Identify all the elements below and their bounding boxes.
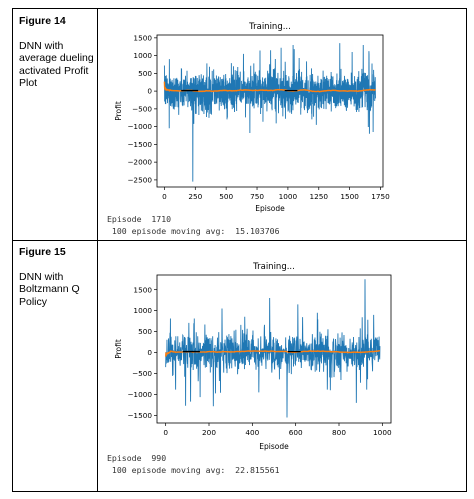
profit-series-line: [163, 43, 376, 182]
row-divider: [13, 240, 466, 241]
x-axis-label: Episode: [259, 442, 289, 451]
figure-table: Figure 14 DNN with average dueling activ…: [12, 8, 467, 492]
console-episode-line-2: Episode 990: [107, 453, 167, 463]
y-tick-label: −1000: [127, 122, 152, 131]
moving-average-line: [164, 350, 380, 357]
training-chart-1: Training... 0 250 500 750 1000 1250 1500 1750 150…: [114, 22, 390, 213]
figure-15-label: Figure 15: [19, 246, 66, 258]
y-tick-label: 1000: [133, 306, 152, 315]
x-tick-label: 1750: [371, 192, 390, 201]
x-tick-label: 400: [245, 428, 259, 437]
figure-14-label: Figure 14: [19, 15, 66, 27]
x-tick-label: 750: [250, 192, 264, 201]
training-chart-2: Training... 0 200 400 600 800 1000 1500 1000 500 0…: [114, 262, 392, 451]
moving-average-line: [163, 81, 376, 93]
y-tick-label: 500: [138, 69, 152, 78]
x-tick-label: 500: [219, 192, 233, 201]
profit-series-line: [165, 279, 381, 418]
console-avg-line-1: 100 episode moving avg: 15.103706: [107, 226, 280, 236]
y-axis-label: Profit: [114, 339, 123, 359]
row-2-label-cell: Figure 15 DNN with Boltzmann Q Policy: [19, 246, 97, 308]
y-tick-label: 0: [147, 348, 152, 357]
x-axis-label: Episode: [255, 204, 285, 213]
y-tick-label: −500: [132, 104, 152, 113]
console-episode-line-1: Episode 1710: [107, 214, 172, 224]
x-tick-label: 0: [162, 192, 167, 201]
column-divider: [97, 9, 98, 491]
y-tick-label: 1500: [133, 285, 152, 294]
x-tick-label: 0: [163, 428, 168, 437]
y-axis-label: Profit: [114, 101, 123, 121]
y-tick-label: −2500: [127, 175, 152, 184]
x-tick-label: 250: [188, 192, 202, 201]
y-tick-label: −500: [132, 369, 152, 378]
plot-frame: [156, 274, 392, 424]
x-tick-label: 600: [289, 428, 303, 437]
console-avg-line-2: 100 episode moving avg: 22.815561: [107, 465, 280, 475]
x-tick-label: 800: [332, 428, 346, 437]
chart-title: Training...: [252, 262, 295, 272]
x-tick-label: 1500: [340, 192, 359, 201]
y-tick-label: 0: [147, 87, 152, 96]
figure-15-caption: DNN with Boltzmann Q Policy: [19, 270, 80, 308]
y-tick-label: −2000: [127, 158, 152, 167]
x-tick-label: 1000: [373, 428, 392, 437]
y-tick-label: −1500: [127, 140, 152, 149]
x-tick-label: 1000: [279, 192, 298, 201]
y-tick-label: 1500: [133, 33, 152, 42]
x-tick-label: 1250: [309, 192, 328, 201]
y-tick-label: −1000: [127, 390, 152, 399]
row-1-label-cell: Figure 14 DNN with average dueling activ…: [19, 15, 97, 90]
x-tick-label: 200: [202, 428, 216, 437]
y-tick-label: −1500: [127, 411, 152, 420]
y-tick-label: 500: [138, 327, 152, 336]
figure-14-caption: DNN with average dueling activated Profi…: [19, 39, 94, 90]
y-tick-label: 1000: [133, 51, 152, 60]
chart-title: Training...: [248, 22, 291, 32]
plot-frame: [156, 34, 384, 188]
